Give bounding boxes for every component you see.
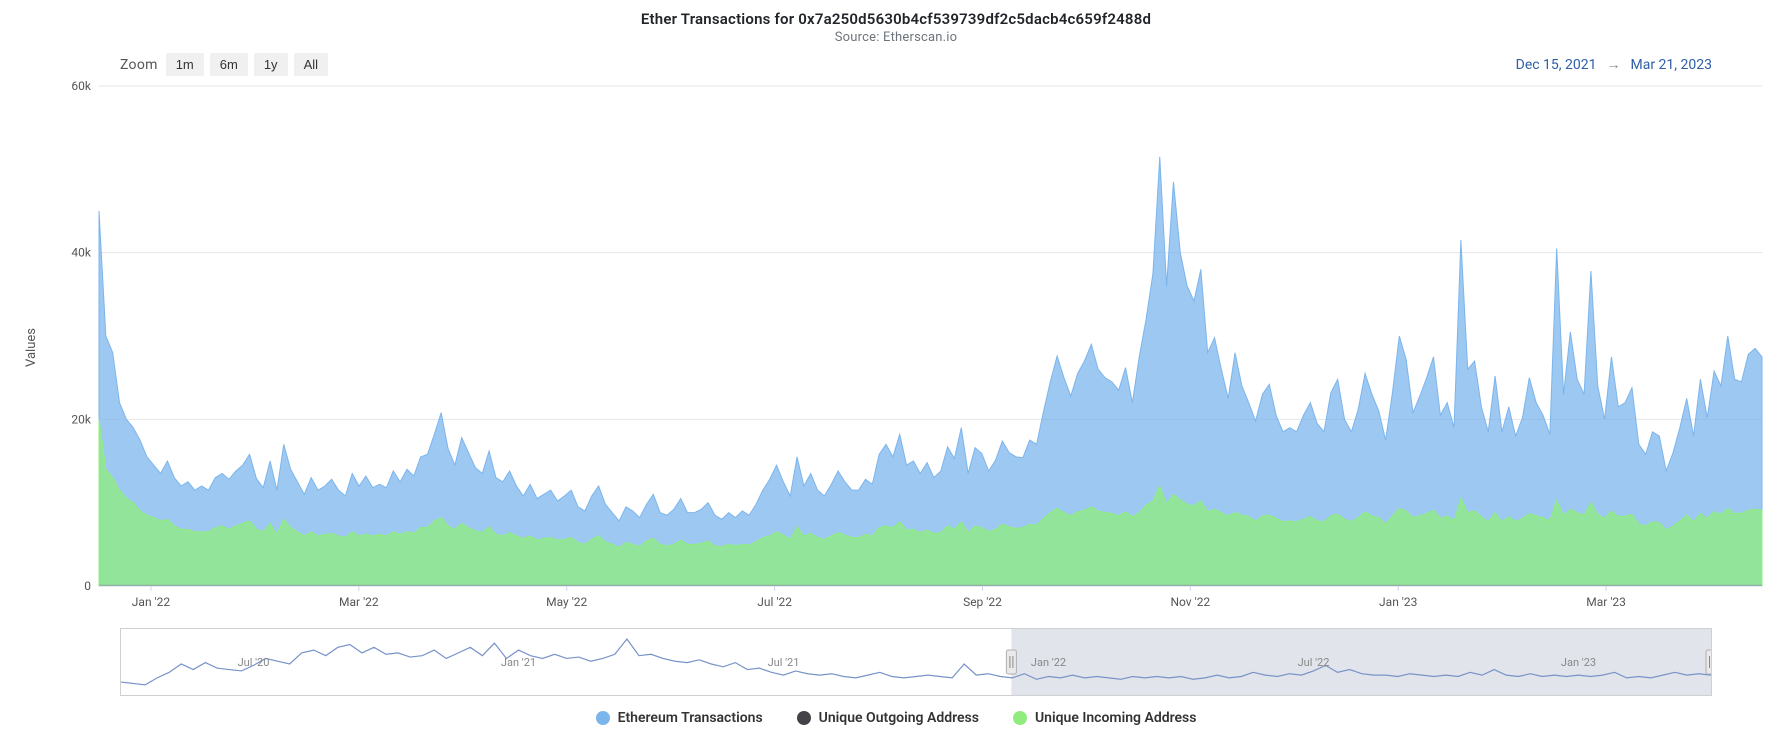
date-from[interactable]: Dec 15, 2021 (1516, 57, 1597, 73)
svg-text:Mar '23: Mar '23 (1586, 595, 1626, 609)
main-chart[interactable]: 0 20k 40k 60k Jan '22 Mar '22 May '22 Jul '22 Se… (47, 80, 1772, 614)
legend-label-transactions: Ethereum Transactions (618, 710, 763, 726)
date-to[interactable]: Mar 21, 2023 (1631, 57, 1713, 73)
chart-area: Values 0 20k 40k 60k Jan '22 Mar '22 May '22 Ju… (20, 80, 1772, 614)
legend-item-outgoing[interactable]: Unique Outgoing Address (797, 710, 979, 726)
legend-dot-outgoing (797, 711, 811, 725)
legend-item-incoming[interactable]: Unique Incoming Address (1013, 710, 1196, 726)
legend-label-incoming: Unique Incoming Address (1035, 710, 1196, 726)
legend-dot-incoming (1013, 711, 1027, 725)
zoom-1y-button[interactable]: 1y (254, 53, 288, 76)
svg-text:60k: 60k (71, 80, 91, 93)
arrow-icon: → (1607, 56, 1621, 73)
svg-text:Jul '22: Jul '22 (1298, 656, 1330, 669)
chart-subtitle: Source: Etherscan.io (20, 30, 1772, 45)
svg-text:20k: 20k (71, 412, 91, 426)
legend: Ethereum Transactions Unique Outgoing Ad… (20, 702, 1772, 730)
zoom-6m-button[interactable]: 6m (210, 53, 248, 76)
chart-title: Ether Transactions for 0x7a250d5630b4cf5… (20, 10, 1772, 28)
svg-text:0: 0 (84, 579, 91, 593)
svg-text:Jan '23: Jan '23 (1379, 595, 1417, 609)
legend-dot-transactions (596, 711, 610, 725)
legend-item-transactions[interactable]: Ethereum Transactions (596, 710, 763, 726)
controls-row: Zoom 1m 6m 1y All Dec 15, 2021 → Mar 21,… (20, 53, 1772, 76)
svg-text:Sep '22: Sep '22 (963, 595, 1002, 609)
navigator-chart[interactable]: Jul '20 Jan '21 Jul '21 Jan '22 Jul '22 Jan '… (121, 629, 1711, 695)
navigator[interactable]: Jul '20 Jan '21 Jul '21 Jan '22 Jul '22 Jan '… (120, 628, 1712, 696)
svg-text:Jan '22: Jan '22 (1031, 656, 1066, 669)
title-block: Ether Transactions for 0x7a250d5630b4cf5… (20, 10, 1772, 45)
svg-text:Jan '23: Jan '23 (1561, 656, 1596, 669)
svg-text:Jan '21: Jan '21 (501, 656, 536, 669)
svg-text:Jul '22: Jul '22 (757, 595, 792, 609)
zoom-all-button[interactable]: All (294, 53, 328, 76)
y-axis-label: Values (20, 328, 43, 367)
zoom-group: Zoom 1m 6m 1y All (120, 53, 328, 76)
legend-label-outgoing: Unique Outgoing Address (819, 710, 979, 726)
svg-text:40k: 40k (71, 246, 91, 260)
zoom-label: Zoom (120, 57, 158, 73)
svg-text:Nov '22: Nov '22 (1170, 595, 1210, 609)
date-range: Dec 15, 2021 → Mar 21, 2023 (1516, 56, 1712, 73)
zoom-1m-button[interactable]: 1m (166, 53, 204, 76)
svg-text:Jul '21: Jul '21 (768, 656, 800, 669)
svg-text:Mar '22: Mar '22 (339, 595, 379, 609)
svg-text:May '22: May '22 (546, 595, 587, 609)
svg-text:Jul '20: Jul '20 (238, 656, 270, 669)
svg-text:Jan '22: Jan '22 (132, 595, 171, 609)
